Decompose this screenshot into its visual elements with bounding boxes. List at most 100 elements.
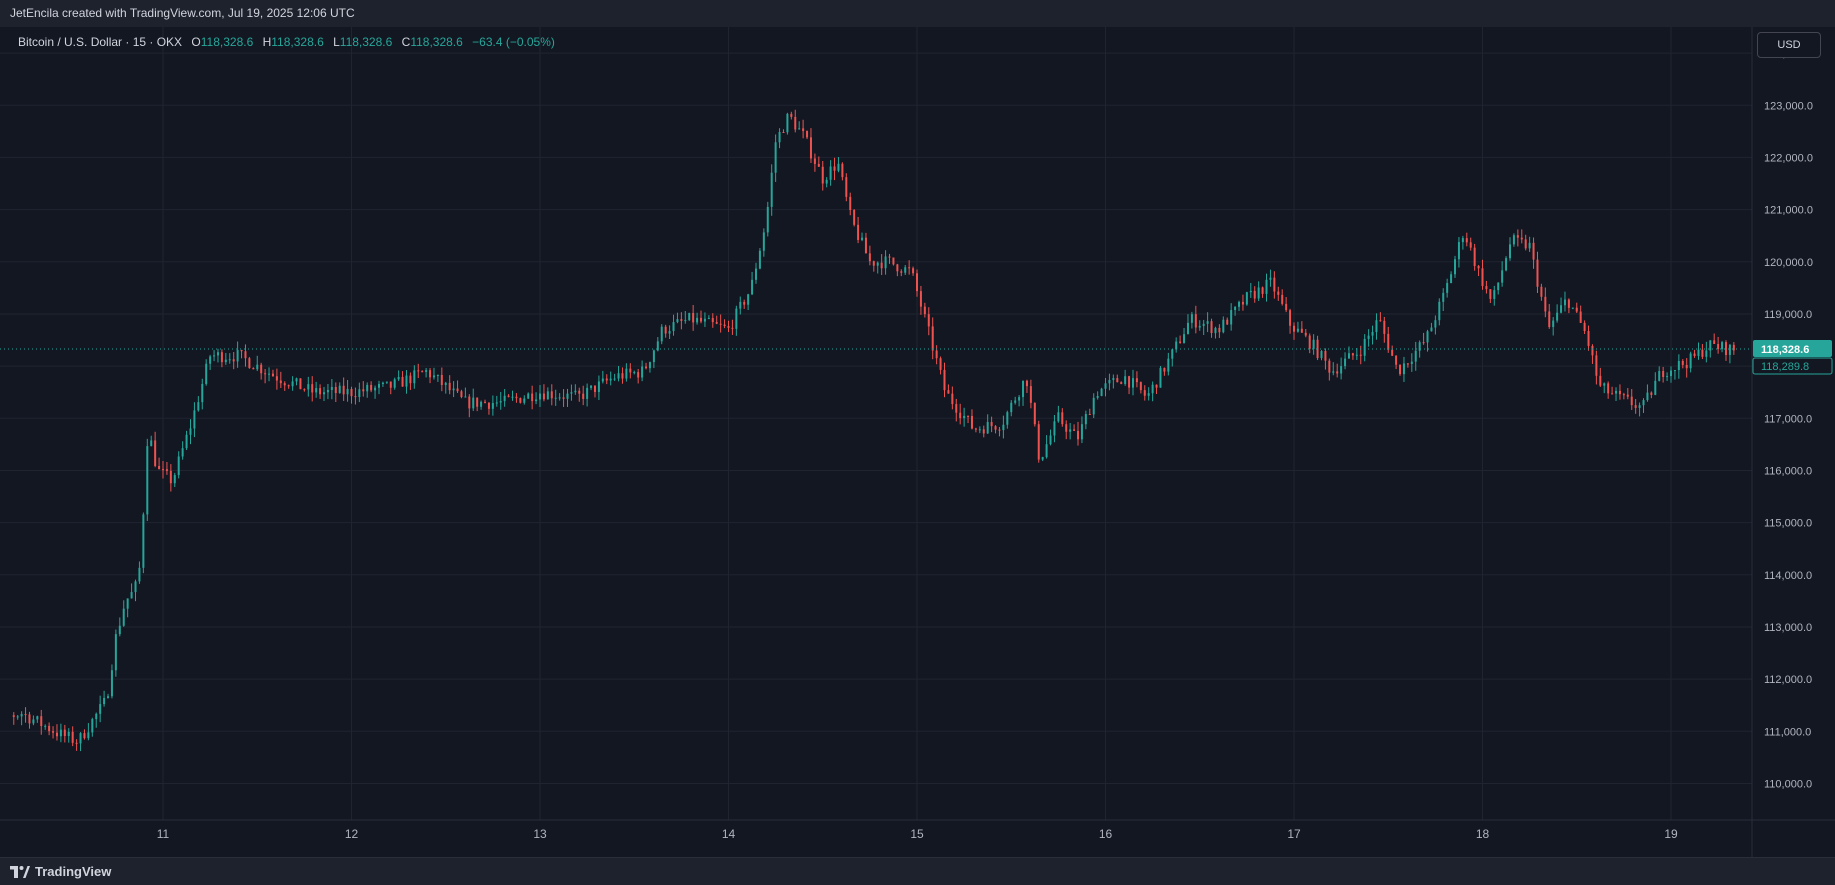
symbol-legend: Bitcoin / U.S. Dollar · 15 · OKX O118,32… (18, 35, 555, 49)
price-chart[interactable]: 110,000.0 111,000.0 112,000.0 113,000.0 114,… (0, 27, 1835, 857)
candle-body (1029, 386, 1032, 403)
y-tick-label: 115,000.0 (1764, 518, 1812, 530)
open-label: O (191, 35, 201, 49)
candle-body (216, 352, 219, 356)
candle-body (1210, 321, 1213, 334)
candle-body (974, 428, 977, 430)
y-tick-label: 116,000.0 (1764, 465, 1812, 477)
candle-body (448, 382, 451, 391)
candle-body (951, 393, 954, 405)
candle-body (837, 163, 840, 171)
candle-body (177, 456, 180, 476)
tradingview-logo[interactable]: TradingView (10, 864, 111, 879)
candle-body (334, 386, 337, 394)
chart-pane[interactable]: 110,000.0 111,000.0 112,000.0 113,000.0 114,… (0, 27, 1835, 857)
candle-body (1347, 353, 1350, 359)
candle-body (876, 262, 879, 266)
candle-body (48, 725, 51, 732)
candle-body (1591, 345, 1594, 356)
candle-body (1599, 375, 1602, 386)
candle-body (959, 412, 962, 419)
candle-body (601, 378, 604, 382)
candle-body (103, 697, 106, 705)
candle-body (499, 401, 502, 403)
candle-body (185, 434, 188, 449)
candle-body (762, 232, 765, 251)
candle-body (515, 396, 518, 399)
candle-body (1728, 344, 1731, 355)
candle-body (1646, 392, 1649, 401)
candle-body (487, 402, 490, 409)
candle-body (91, 719, 94, 733)
candle-body (20, 714, 23, 717)
candle-body (1732, 344, 1735, 351)
candle-body (1387, 333, 1390, 350)
candle-body (935, 350, 938, 359)
x-tick-label: 17 (1287, 827, 1301, 841)
candle-body (1214, 327, 1217, 334)
candle-body (1430, 327, 1433, 332)
candle-body (1375, 320, 1378, 333)
candle-body (794, 116, 797, 130)
candle-body (1077, 430, 1080, 440)
candle-body (1685, 364, 1688, 369)
candle-body (1426, 331, 1429, 343)
candle-body (110, 670, 113, 697)
candle-body (1281, 294, 1284, 304)
candle-body (562, 397, 565, 399)
secondary-price-box (1752, 357, 1833, 375)
candle-body (1520, 237, 1523, 240)
candle-body (1650, 392, 1653, 395)
candle-body (978, 429, 981, 431)
candle-body (107, 696, 110, 698)
candle-body (1163, 367, 1166, 372)
candle-body (916, 273, 918, 292)
candle-body (236, 350, 239, 362)
candle-body (1025, 380, 1028, 387)
candle-body (1469, 242, 1472, 248)
candle-body (1010, 402, 1013, 413)
candle-body (1677, 360, 1680, 371)
candle-body (1355, 354, 1358, 356)
candle-body (919, 291, 922, 307)
candle-body (617, 373, 620, 379)
credit-text: JetEncila created with TradingView.com, … (10, 6, 355, 20)
candle-body (283, 383, 286, 386)
candle-body (464, 396, 467, 398)
candle-body (1367, 335, 1370, 339)
candle-body (1673, 370, 1676, 372)
candle-body (1351, 353, 1354, 356)
candle-body (633, 372, 636, 374)
candle-body (1234, 306, 1237, 311)
candle-body (456, 388, 459, 392)
candle-body (1108, 379, 1111, 384)
candle-body (346, 388, 349, 395)
candle-body (1088, 413, 1091, 415)
x-tick-label: 11 (157, 827, 170, 841)
candle-body (393, 379, 396, 388)
candle-body (566, 393, 569, 399)
candle-body (527, 393, 530, 399)
candle-body (138, 567, 141, 582)
candle-body (350, 388, 353, 397)
currency-button[interactable]: USD (1757, 32, 1821, 58)
candle-body (1579, 311, 1582, 323)
y-tick-label: 113,000.0 (1764, 622, 1812, 634)
symbol-title[interactable]: Bitcoin / U.S. Dollar · 15 · OKX (18, 35, 183, 49)
candle-body (491, 403, 494, 409)
candle-body (735, 308, 738, 329)
candle-body (413, 370, 416, 384)
candle-body (1336, 371, 1339, 374)
candle-body (1022, 380, 1025, 398)
candle-body (16, 716, 19, 718)
candle-body (613, 378, 616, 380)
candle-body (558, 397, 561, 399)
candle-body (181, 448, 184, 457)
candle-body (813, 158, 816, 164)
candle-body (150, 440, 153, 447)
candle-body (1151, 384, 1154, 394)
candle-body (880, 262, 883, 269)
candle-body (605, 378, 608, 381)
candle-body (1473, 247, 1476, 266)
candle-body (645, 366, 648, 369)
